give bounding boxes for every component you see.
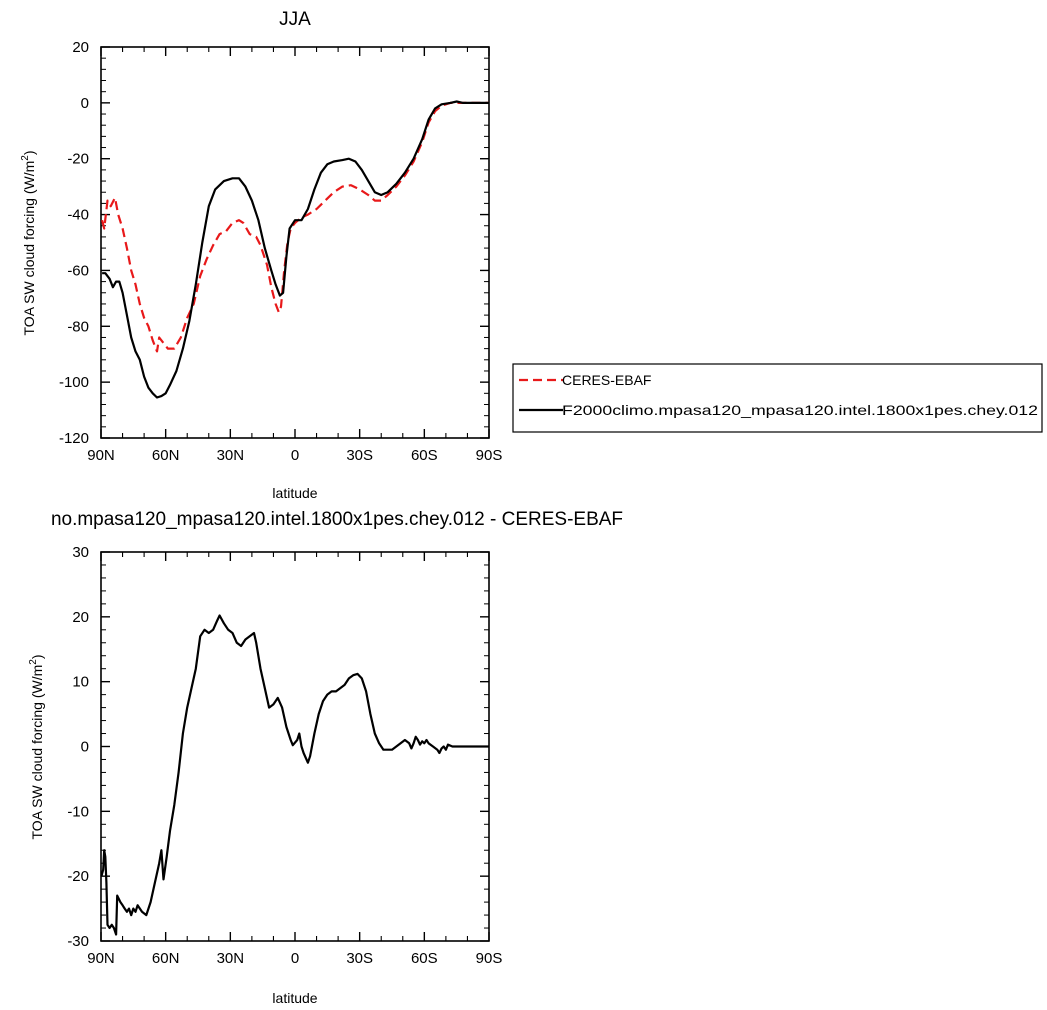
bottom-y-tick-label: -20 xyxy=(67,868,89,885)
legend-box xyxy=(512,363,1043,433)
bottom-y-tick-label: 0 xyxy=(81,739,89,756)
bottom-y-axis-label: TOA SW cloud forcing (W/m2) xyxy=(28,654,45,839)
bottom-y-tick-label: -30 xyxy=(67,933,89,950)
bottom-series-line-0 xyxy=(100,614,489,936)
bottom-y-tick-label: -10 xyxy=(67,803,89,820)
top-series-line-0 xyxy=(101,101,489,353)
bottom-x-tick-label: 90S xyxy=(476,950,503,967)
top-x-tick-label: 90S xyxy=(476,447,503,464)
bottom-y-tick-label: 20 xyxy=(72,609,89,626)
bottom-x-tick-label: 60S xyxy=(411,950,438,967)
bottom-y-tick-label: 10 xyxy=(72,674,89,691)
top-series-group xyxy=(101,100,489,399)
top-y-tick-label: -80 xyxy=(67,318,89,335)
top-plot-frame xyxy=(100,46,490,439)
top-chart-title: JJA xyxy=(279,9,311,30)
top-x-tick-label: 90N xyxy=(87,447,115,464)
bottom-chart-title: no.mpasa120_mpasa120.intel.1800x1pes.che… xyxy=(51,509,623,530)
top-y-tick-label: -60 xyxy=(67,262,89,279)
top-y-tick-label: -40 xyxy=(67,207,89,224)
bottom-x-tick-label: 30S xyxy=(346,950,373,967)
top-x-tick-label: 60S xyxy=(411,447,438,464)
bottom-x-tick-label: 30N xyxy=(217,950,245,967)
bottom-x-tick-label: 90N xyxy=(87,950,115,967)
top-x-tick-label: 60N xyxy=(152,447,180,464)
bottom-y-tick-label: 30 xyxy=(72,544,89,561)
top-x-axis-label: latitude xyxy=(272,485,317,501)
bottom-x-tick-label: 60N xyxy=(152,950,180,967)
top-x-tick-label: 30S xyxy=(346,447,373,464)
legend: CERES-EBAF F2000climo.mpasa120_mpasa120.… xyxy=(512,363,1043,433)
top-y-tick-label: -120 xyxy=(59,430,89,447)
top-y-tick-label: -100 xyxy=(59,374,89,391)
bottom-panel: no.mpasa120_mpasa120.intel.1800x1pes.che… xyxy=(28,509,623,1006)
bottom-x-axis-label: latitude xyxy=(272,990,317,1006)
top-axis-ticks: 90N 60N 30N 0 30S 60S 90S 20 0 -20 -40 -60 -80 -100 -1… xyxy=(59,39,502,464)
top-y-tick-label: 20 xyxy=(72,39,89,56)
top-y-tick-label: 0 xyxy=(81,95,89,112)
bottom-series-group xyxy=(100,614,489,936)
legend-label-ceres: CERES-EBAF xyxy=(562,372,651,388)
top-series-line-1 xyxy=(102,100,489,399)
bottom-axis-ticks: 90N 60N 30N 0 30S 60S 90S 30 20 10 0 -10 -20 -30 xyxy=(67,544,502,967)
bottom-x-tick-label: 0 xyxy=(291,950,299,967)
top-panel: JJA 90N 60N 30N 0 30S 60S 90S 20 0 -20 -40 -60 -80 -1… xyxy=(20,9,502,501)
top-y-axis-label: TOA SW cloud forcing (W/m2) xyxy=(20,150,37,335)
bottom-plot-frame xyxy=(100,551,490,942)
top-x-tick-label: 30N xyxy=(217,447,245,464)
top-x-tick-label: 0 xyxy=(291,447,299,464)
top-y-tick-label: -20 xyxy=(67,151,89,168)
legend-label-model: F2000climo.mpasa120_mpasa120.intel.1800x… xyxy=(562,402,1038,418)
